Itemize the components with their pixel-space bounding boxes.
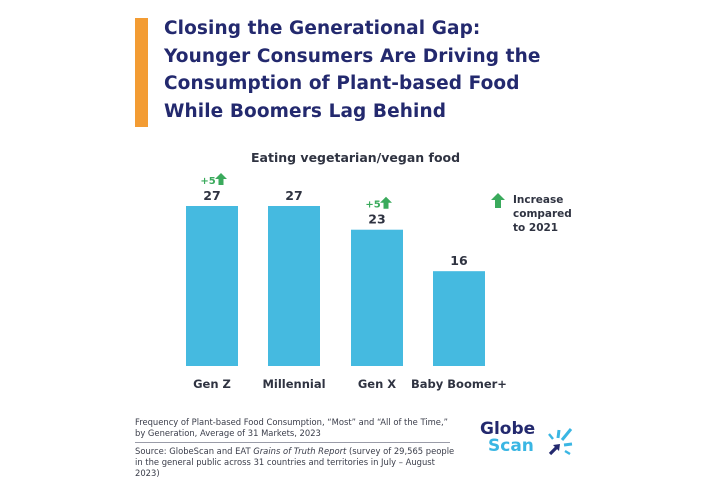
globescan-logo: Globe Scan <box>480 419 580 462</box>
value-label: 16 <box>450 253 468 268</box>
source-prefix: Source: GlobeScan and EAT <box>135 446 254 456</box>
title-line-2: Younger Consumers Are Driving the <box>164 45 541 67</box>
value-label: 27 <box>203 188 220 203</box>
title-line-1: Closing the Generational Gap: <box>164 18 481 39</box>
legend: Increase compared to 2021 <box>491 193 583 235</box>
category-label: Millennial <box>262 377 325 391</box>
legend-label: Increase compared to 2021 <box>513 194 572 234</box>
increase-arrow-icon <box>491 193 505 208</box>
bar-gen-z <box>186 206 238 366</box>
increase-label: +5 <box>200 176 215 187</box>
increase-label: +5 <box>365 200 380 211</box>
category-label: Gen X <box>358 377 396 391</box>
logo-burst-icon <box>548 428 573 456</box>
category-label: Baby Boomer+ <box>411 377 507 391</box>
accent-bar <box>135 18 148 127</box>
divider <box>135 442 450 443</box>
value-label: 27 <box>285 188 302 203</box>
category-label: Gen Z <box>193 377 231 391</box>
increase-arrow-icon <box>380 196 392 209</box>
logo-scan-text: Scan <box>488 436 534 456</box>
source-report: Grains of Truth Report <box>253 446 347 456</box>
chart-title: Eating vegetarian/vegan food <box>251 150 461 165</box>
title-line-3: Consumption of Plant-based Food <box>164 73 520 94</box>
increase-arrow-icon <box>215 173 227 185</box>
source-note: Source: GlobeScan and EAT Grains of Trut… <box>135 446 460 479</box>
value-label: 23 <box>368 212 385 227</box>
bar-baby-boomer <box>433 271 485 366</box>
bar-millennial <box>268 206 320 366</box>
logo-globe-text: Globe <box>480 419 536 439</box>
title-line-4: While Boomers Lag Behind <box>164 100 447 122</box>
bar-gen-x <box>351 229 403 366</box>
page-title: Closing the Generational Gap: Younger Co… <box>164 15 644 125</box>
footnote: Frequency of Plant-based Food Consumptio… <box>135 417 448 438</box>
